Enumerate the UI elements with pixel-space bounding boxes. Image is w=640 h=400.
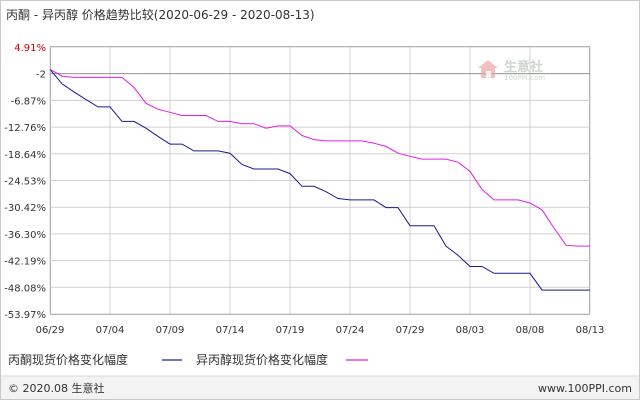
house-icon — [478, 60, 498, 78]
x-axis-ticks: 06/29 07/04 07/09 07/14 07/19 07/24 07/29 08/03… — [36, 325, 605, 336]
y-tick-label: -53.97% — [4, 310, 46, 321]
y-tick-label: -42.19% — [4, 257, 46, 268]
footer-bar — [1, 376, 639, 399]
y-tick-label: -48.08% — [4, 283, 46, 294]
y-tick-label: -18.64% — [4, 150, 46, 161]
y-tick-label: -2 — [36, 70, 46, 81]
legend: 丙酮现货价格变化幅度 异丙醇现货价格变化幅度 — [8, 352, 368, 367]
y-axis-ticks: 4.91% -2 -6.87% -12.76% -18.64% -24.53% -30.42… — [4, 43, 46, 321]
chart-title: 丙酮 - 异丙醇 价格趋势比较(2020-06-29 - 2020-08-13) — [6, 7, 315, 22]
plot-area — [49, 46, 591, 315]
x-tick-label: 07/14 — [216, 325, 245, 336]
y-tick-label: -12.76% — [4, 123, 46, 134]
x-tick-label: 07/29 — [396, 325, 425, 336]
house-door-icon — [486, 71, 491, 78]
y-tick-label: -36.30% — [4, 230, 46, 241]
watermark-logo: 生意社 100PPI.com — [478, 59, 545, 82]
x-tick-label: 08/03 — [456, 325, 485, 336]
footer-site: www.100PPI.com — [538, 382, 632, 395]
series-line-acetone — [49, 68, 590, 291]
x-tick-label: 07/19 — [276, 325, 305, 336]
y-tick-label: 4.91% — [14, 43, 46, 54]
series-line-ipa — [49, 68, 590, 247]
watermark-url: 100PPI.com — [504, 74, 545, 82]
legend-label-ipa: 异丙醇现货价格变化幅度 — [196, 352, 328, 367]
y-tick-label: -30.42% — [4, 203, 46, 214]
x-tick-label: 08/08 — [516, 325, 545, 336]
series-group — [49, 68, 590, 291]
watermark-brand: 生意社 — [504, 59, 543, 75]
x-tick-label: 07/24 — [336, 325, 365, 336]
x-tick-label: 07/04 — [96, 325, 125, 336]
y-tick-label: -24.53% — [4, 177, 46, 188]
y-tick-label: -6.87% — [11, 96, 46, 107]
x-tick-label: 06/29 — [36, 325, 65, 336]
legend-label-acetone: 丙酮现货价格变化幅度 — [8, 352, 128, 367]
x-tick-label: 08/13 — [576, 325, 605, 336]
footer-copyright: © 2020.08 生意社 — [8, 381, 104, 395]
x-tick-label: 07/09 — [156, 325, 185, 336]
